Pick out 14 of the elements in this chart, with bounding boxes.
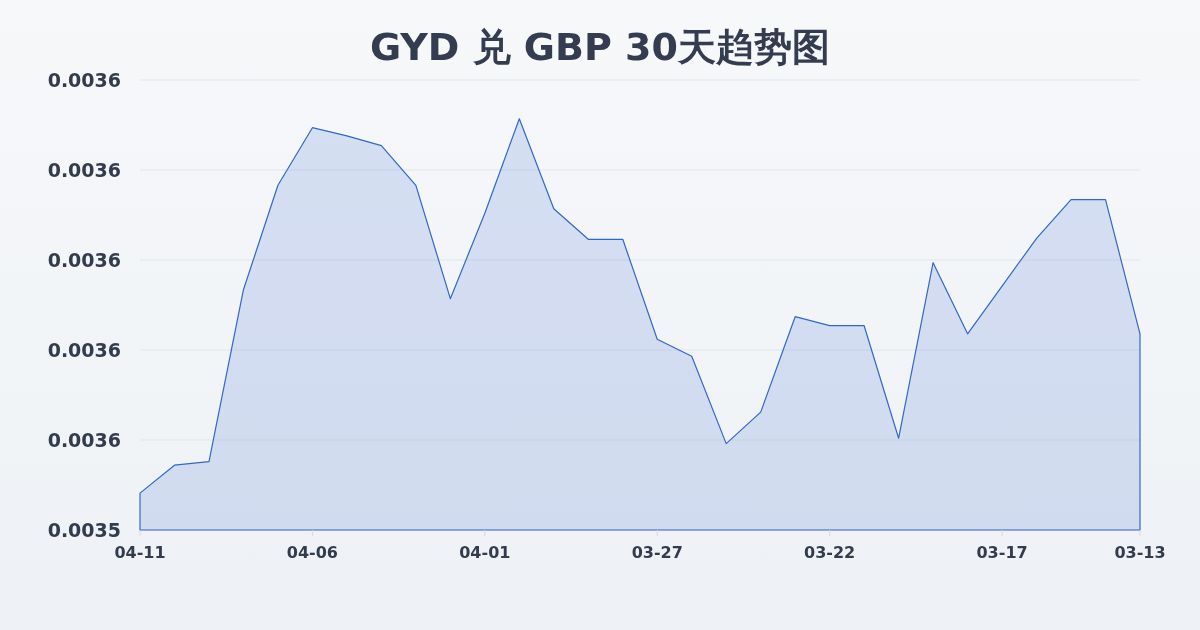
y-tick-label: 0.0036 [47,159,121,181]
y-tick-label: 0.0035 [47,519,121,541]
y-tick-label: 0.0036 [47,249,121,271]
x-tick-label: 03-27 [631,543,683,562]
y-tick-label: 0.0036 [47,339,121,361]
x-tick-label: 03-22 [804,543,856,562]
x-tick-label: 04-11 [114,543,166,562]
x-tick-label: 04-06 [286,543,338,562]
x-tick-label: 03-17 [976,543,1028,562]
y-tick-label: 0.0036 [47,69,121,91]
x-tick-label: 04-01 [459,543,511,562]
y-tick-label: 0.0036 [47,429,121,451]
x-tick-label: 03-13 [1114,543,1166,562]
chart-title: GYD 兑 GBP 30天趋势图 [370,25,830,69]
